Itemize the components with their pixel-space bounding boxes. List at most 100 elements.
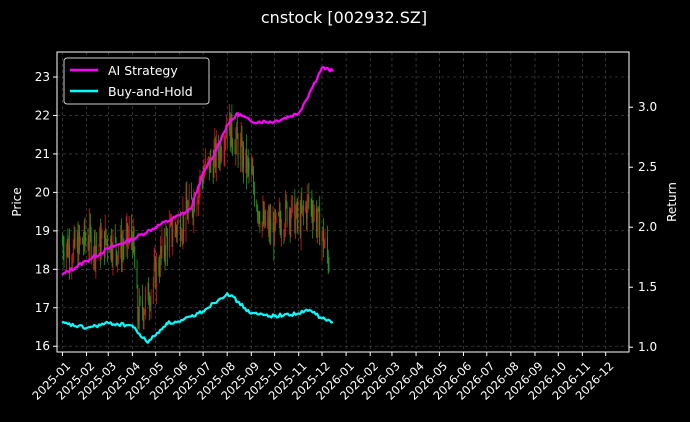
candle-body	[197, 201, 199, 203]
candle-body	[175, 224, 177, 229]
y-left-tick-label: 21	[35, 147, 50, 161]
candle-body	[213, 152, 215, 177]
candle-body	[78, 232, 80, 261]
candle-body	[259, 221, 261, 228]
candle-body	[109, 248, 111, 253]
y-left-tick-label: 23	[35, 70, 50, 84]
candle-body	[232, 142, 234, 148]
candle-body	[215, 141, 217, 167]
candle-body	[257, 208, 258, 215]
candle-body	[72, 244, 74, 261]
candle-body	[76, 237, 78, 248]
candle-body	[161, 237, 163, 253]
y-axis-left: 16 17 18 19 20 21 22 23	[35, 70, 57, 353]
candle-body	[68, 244, 70, 256]
candle-body	[295, 215, 296, 232]
candle-body	[158, 262, 160, 272]
candle-body	[313, 208, 315, 215]
candle-body	[308, 196, 310, 202]
candle-body	[83, 243, 84, 245]
candle-body	[156, 262, 157, 288]
candle-body	[145, 294, 146, 310]
candle-body	[242, 146, 244, 167]
candle-body	[313, 214, 314, 223]
y-axis-right-label: Return	[665, 182, 679, 222]
y-axis-left-label: Price	[10, 187, 24, 216]
candle-body	[274, 214, 276, 245]
candle-body	[137, 288, 139, 320]
candle-body	[310, 201, 312, 203]
candle-body	[283, 232, 285, 234]
candle-body	[177, 219, 179, 224]
candle-body	[224, 139, 226, 151]
candle-body	[166, 234, 168, 251]
candle-body	[317, 208, 319, 223]
candle-body	[104, 229, 106, 256]
candle-body	[159, 248, 161, 273]
candle-body	[90, 224, 91, 233]
candle-body	[254, 187, 255, 203]
candle-body	[207, 159, 209, 161]
candle-body	[144, 309, 146, 314]
legend-label-ai-strategy: AI Strategy	[108, 63, 178, 78]
candle-body	[256, 202, 258, 209]
candle-body	[263, 211, 265, 225]
candle-body	[327, 237, 328, 255]
candle-body	[192, 212, 194, 217]
candle-body	[172, 236, 174, 242]
candle-body	[219, 154, 220, 161]
candle-body	[258, 212, 260, 222]
candle-body	[100, 237, 102, 256]
candle-body	[176, 228, 178, 234]
candle-body	[267, 217, 269, 222]
candle-body	[155, 260, 157, 288]
candle-body	[149, 305, 151, 307]
y-right-tick-label: 3.0	[638, 100, 657, 114]
candle-body	[196, 202, 198, 212]
candle-body	[170, 221, 171, 227]
candle-body	[72, 260, 73, 263]
candle-body	[110, 236, 112, 253]
candle-body	[305, 205, 307, 211]
candle-body	[324, 237, 326, 245]
candle-body	[251, 168, 253, 174]
candle-body	[252, 173, 254, 175]
candle-body	[139, 298, 141, 301]
candle-body	[203, 173, 205, 182]
candle-body	[77, 237, 79, 261]
candle-body	[186, 197, 188, 211]
series-line-ai-strategy	[61, 65, 334, 276]
candle-body	[62, 242, 63, 243]
candle-body	[93, 235, 95, 254]
candle-body	[181, 234, 183, 239]
candle-body	[209, 156, 211, 173]
candle-body	[316, 208, 317, 231]
y-left-tick-label: 18	[35, 262, 50, 276]
candle-body	[316, 222, 318, 231]
candle-body	[327, 254, 329, 268]
candle-body	[138, 319, 140, 324]
candle-body	[85, 240, 87, 241]
candle-body	[274, 214, 276, 220]
candle-body	[278, 211, 280, 215]
candle-body	[250, 168, 252, 170]
candle-body	[83, 224, 85, 245]
candle-body	[180, 219, 181, 240]
candle-body	[111, 255, 113, 260]
candle-body	[182, 212, 184, 235]
candle-body	[322, 228, 324, 236]
candle-body	[246, 148, 248, 173]
candle-body	[121, 246, 123, 261]
plot-frame	[56, 51, 630, 353]
candle-body	[134, 251, 136, 269]
candle-body	[290, 215, 292, 227]
candle-body	[183, 212, 185, 230]
candle-body	[247, 158, 249, 163]
candle-body	[106, 240, 108, 241]
candle-body	[95, 247, 97, 262]
candle-body	[243, 146, 244, 168]
candle-body	[117, 251, 119, 256]
candle-body	[107, 240, 108, 249]
candle-body	[143, 313, 145, 321]
candle-body	[105, 229, 107, 241]
